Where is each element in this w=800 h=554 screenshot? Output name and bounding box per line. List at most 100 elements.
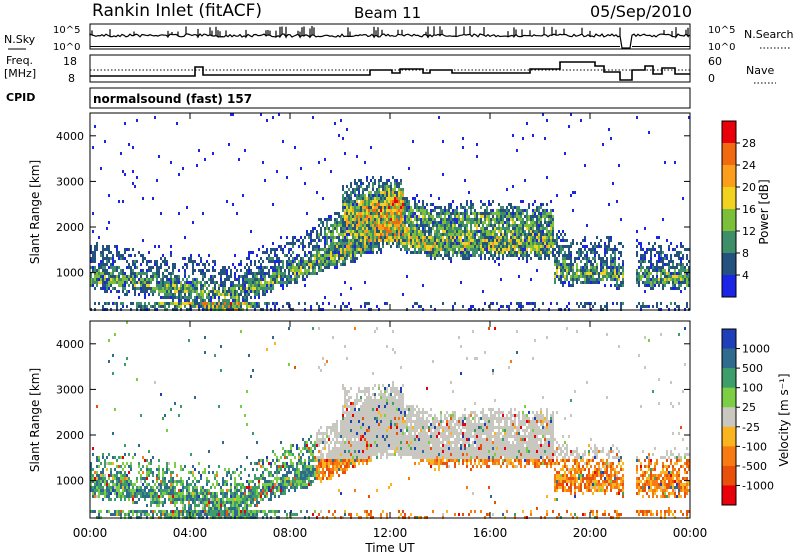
velocity-cell [116,510,118,513]
power-cell [492,254,494,257]
power-cell [166,284,168,287]
colorbar-tick-label: 8 [742,247,749,260]
velocity-cell [148,450,150,453]
power-cell [562,248,564,251]
power-cell [364,236,366,239]
power-cell [480,230,482,233]
power-cell [294,272,296,275]
power-cell [364,233,366,236]
velocity-cell [144,510,146,513]
power-cell [264,179,266,182]
power-cell [178,281,180,284]
power-cell [242,194,244,197]
power-cell [470,248,472,251]
power-cell [150,281,152,284]
power-cell [572,269,574,272]
power-cell [358,236,360,239]
power-cell [376,209,378,212]
power-cell [272,287,274,290]
power-cell [166,281,168,284]
power-cell [136,281,138,284]
power-cell [574,272,576,275]
power-cell [204,275,206,278]
power-cell [116,269,118,272]
velocity-cell [140,489,142,492]
velocity-cell [130,483,132,486]
power-cell [518,218,520,221]
power-cell [654,284,656,287]
power-cell [274,260,276,263]
power-cell [156,278,158,281]
power-cell [450,236,452,239]
power-cell [588,248,590,251]
power-cell [414,242,416,245]
power-cell [160,290,162,293]
power-cell [238,287,240,290]
power-cell [132,269,134,272]
power-cell [506,245,508,248]
power-cell [464,218,466,221]
power-cell [502,242,504,245]
power-cell [136,302,138,305]
power-cell [596,263,598,266]
power-cell [492,257,494,260]
power-cell [560,248,562,251]
power-cell [200,281,202,284]
power-cell [354,257,356,260]
power-cell [492,239,494,242]
velocity-cell [152,480,154,483]
power-cell [298,263,300,266]
power-cell [370,197,372,200]
power-cell [494,224,496,227]
power-cell [460,245,462,248]
power-cell [270,281,272,284]
power-cell [228,143,230,146]
power-cell [510,215,512,218]
power-cell [576,272,578,275]
power-cell [420,206,422,209]
power-cell [444,239,446,242]
velocity-cell [168,480,170,483]
power-cell [638,242,640,245]
power-cell [386,200,388,203]
power-cell [418,230,420,233]
power-cell [602,272,604,275]
velocity-cell [106,483,108,486]
power-cell [488,242,490,245]
power-cell [664,272,666,275]
velocity-cell [192,513,194,516]
velocity-cell [102,498,104,501]
power-cell [272,275,274,278]
power-cell [388,239,390,242]
power-cell [464,230,466,233]
power-cell [370,215,372,218]
power-cell [554,242,556,245]
power-cell [316,191,318,194]
velocity-cell [186,498,188,501]
power-cell [512,221,514,224]
power-cell [564,239,566,242]
power-cell [490,224,492,227]
power-cell [442,248,444,251]
power-cell [322,248,324,251]
power-cell [280,236,282,239]
power-cell [402,242,404,245]
power-cell [432,251,434,254]
power-cell [504,221,506,224]
power-cell [146,281,148,284]
power-cell [326,242,328,245]
power-cell [446,218,448,221]
power-cell [378,212,380,215]
power-cell [108,251,110,254]
power-cell [506,254,508,257]
power-cell [346,305,348,308]
velocity-cell [202,513,204,516]
power-cell [404,248,406,251]
velocity-cell [128,483,130,486]
power-cell [554,263,556,266]
velocity-cell [98,459,100,462]
power-cell [256,278,258,281]
power-cell [648,272,650,275]
power-cell [350,218,352,221]
power-cell [134,266,136,269]
